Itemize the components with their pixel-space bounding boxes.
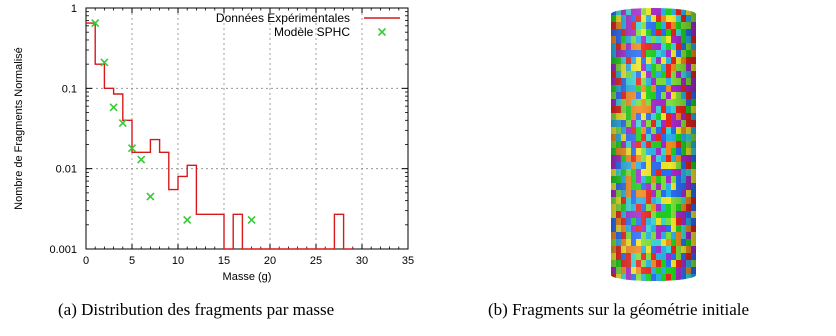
x-tick-label: 20: [264, 255, 276, 267]
tick-layer: 0 5 10 15 20 25 30 35 0.001 0.01 0.1 1: [49, 3, 414, 267]
x-tick-label: 5: [129, 255, 135, 267]
marker-stroke: [127, 144, 137, 153]
y-tick-label: 0.01: [56, 164, 77, 176]
series-point-sphc: [118, 118, 127, 128]
y-tick-label: 0.001: [49, 244, 77, 256]
series-line-experimental: [86, 22, 353, 250]
y-tick-label: 0.1: [62, 83, 77, 95]
plot-frame: [85, 7, 409, 250]
y-axis-label: Nombre de Fragments Normalisé: [13, 47, 25, 210]
x-tick-label: 10: [172, 255, 184, 267]
legend-label: Modèle SPHC: [274, 25, 350, 39]
x-axis-label: Masse (g): [223, 271, 272, 283]
marker-stroke: [137, 155, 146, 164]
chart-panel: 0 5 10 15 20 25 30 35 0.001 0.01 0.1 1 Masse (g) No…: [13, 3, 414, 283]
x-tick-label: 35: [402, 255, 414, 267]
x-tick-label: 25: [310, 255, 322, 267]
series-point-sphc: [137, 155, 146, 164]
legend-label: Données Expérimentales: [216, 11, 350, 25]
series-point-sphc: [247, 215, 256, 225]
series-point-sphc: [91, 18, 100, 28]
grid: [86, 8, 408, 249]
caption-b: (b) Fragments sur la géométrie initiale: [488, 300, 750, 319]
marker-stroke: [109, 103, 118, 112]
x-tick-label: 15: [218, 255, 230, 267]
fragment-cylinder-render: [611, 8, 696, 282]
series-point-sphc: [127, 144, 137, 153]
series-point-sphc: [100, 58, 109, 67]
marker-stroke: [118, 118, 127, 128]
caption-a: (a) Distribution des fragments par masse: [58, 300, 335, 319]
marker-stroke: [100, 58, 109, 67]
y-tick-label: 1: [71, 3, 77, 15]
series-point-sphc: [146, 192, 155, 201]
legend-swatch-marker: [377, 27, 387, 37]
series-point-sphc: [183, 215, 192, 225]
marker-stroke: [146, 192, 155, 201]
marker-stroke: [183, 215, 192, 225]
series-layer: [86, 18, 353, 250]
series-point-sphc: [109, 103, 118, 112]
x-tick-label: 30: [356, 255, 368, 267]
marker-stroke: [247, 215, 256, 225]
x-tick-label: 0: [83, 255, 89, 267]
marker-stroke: [91, 18, 100, 28]
